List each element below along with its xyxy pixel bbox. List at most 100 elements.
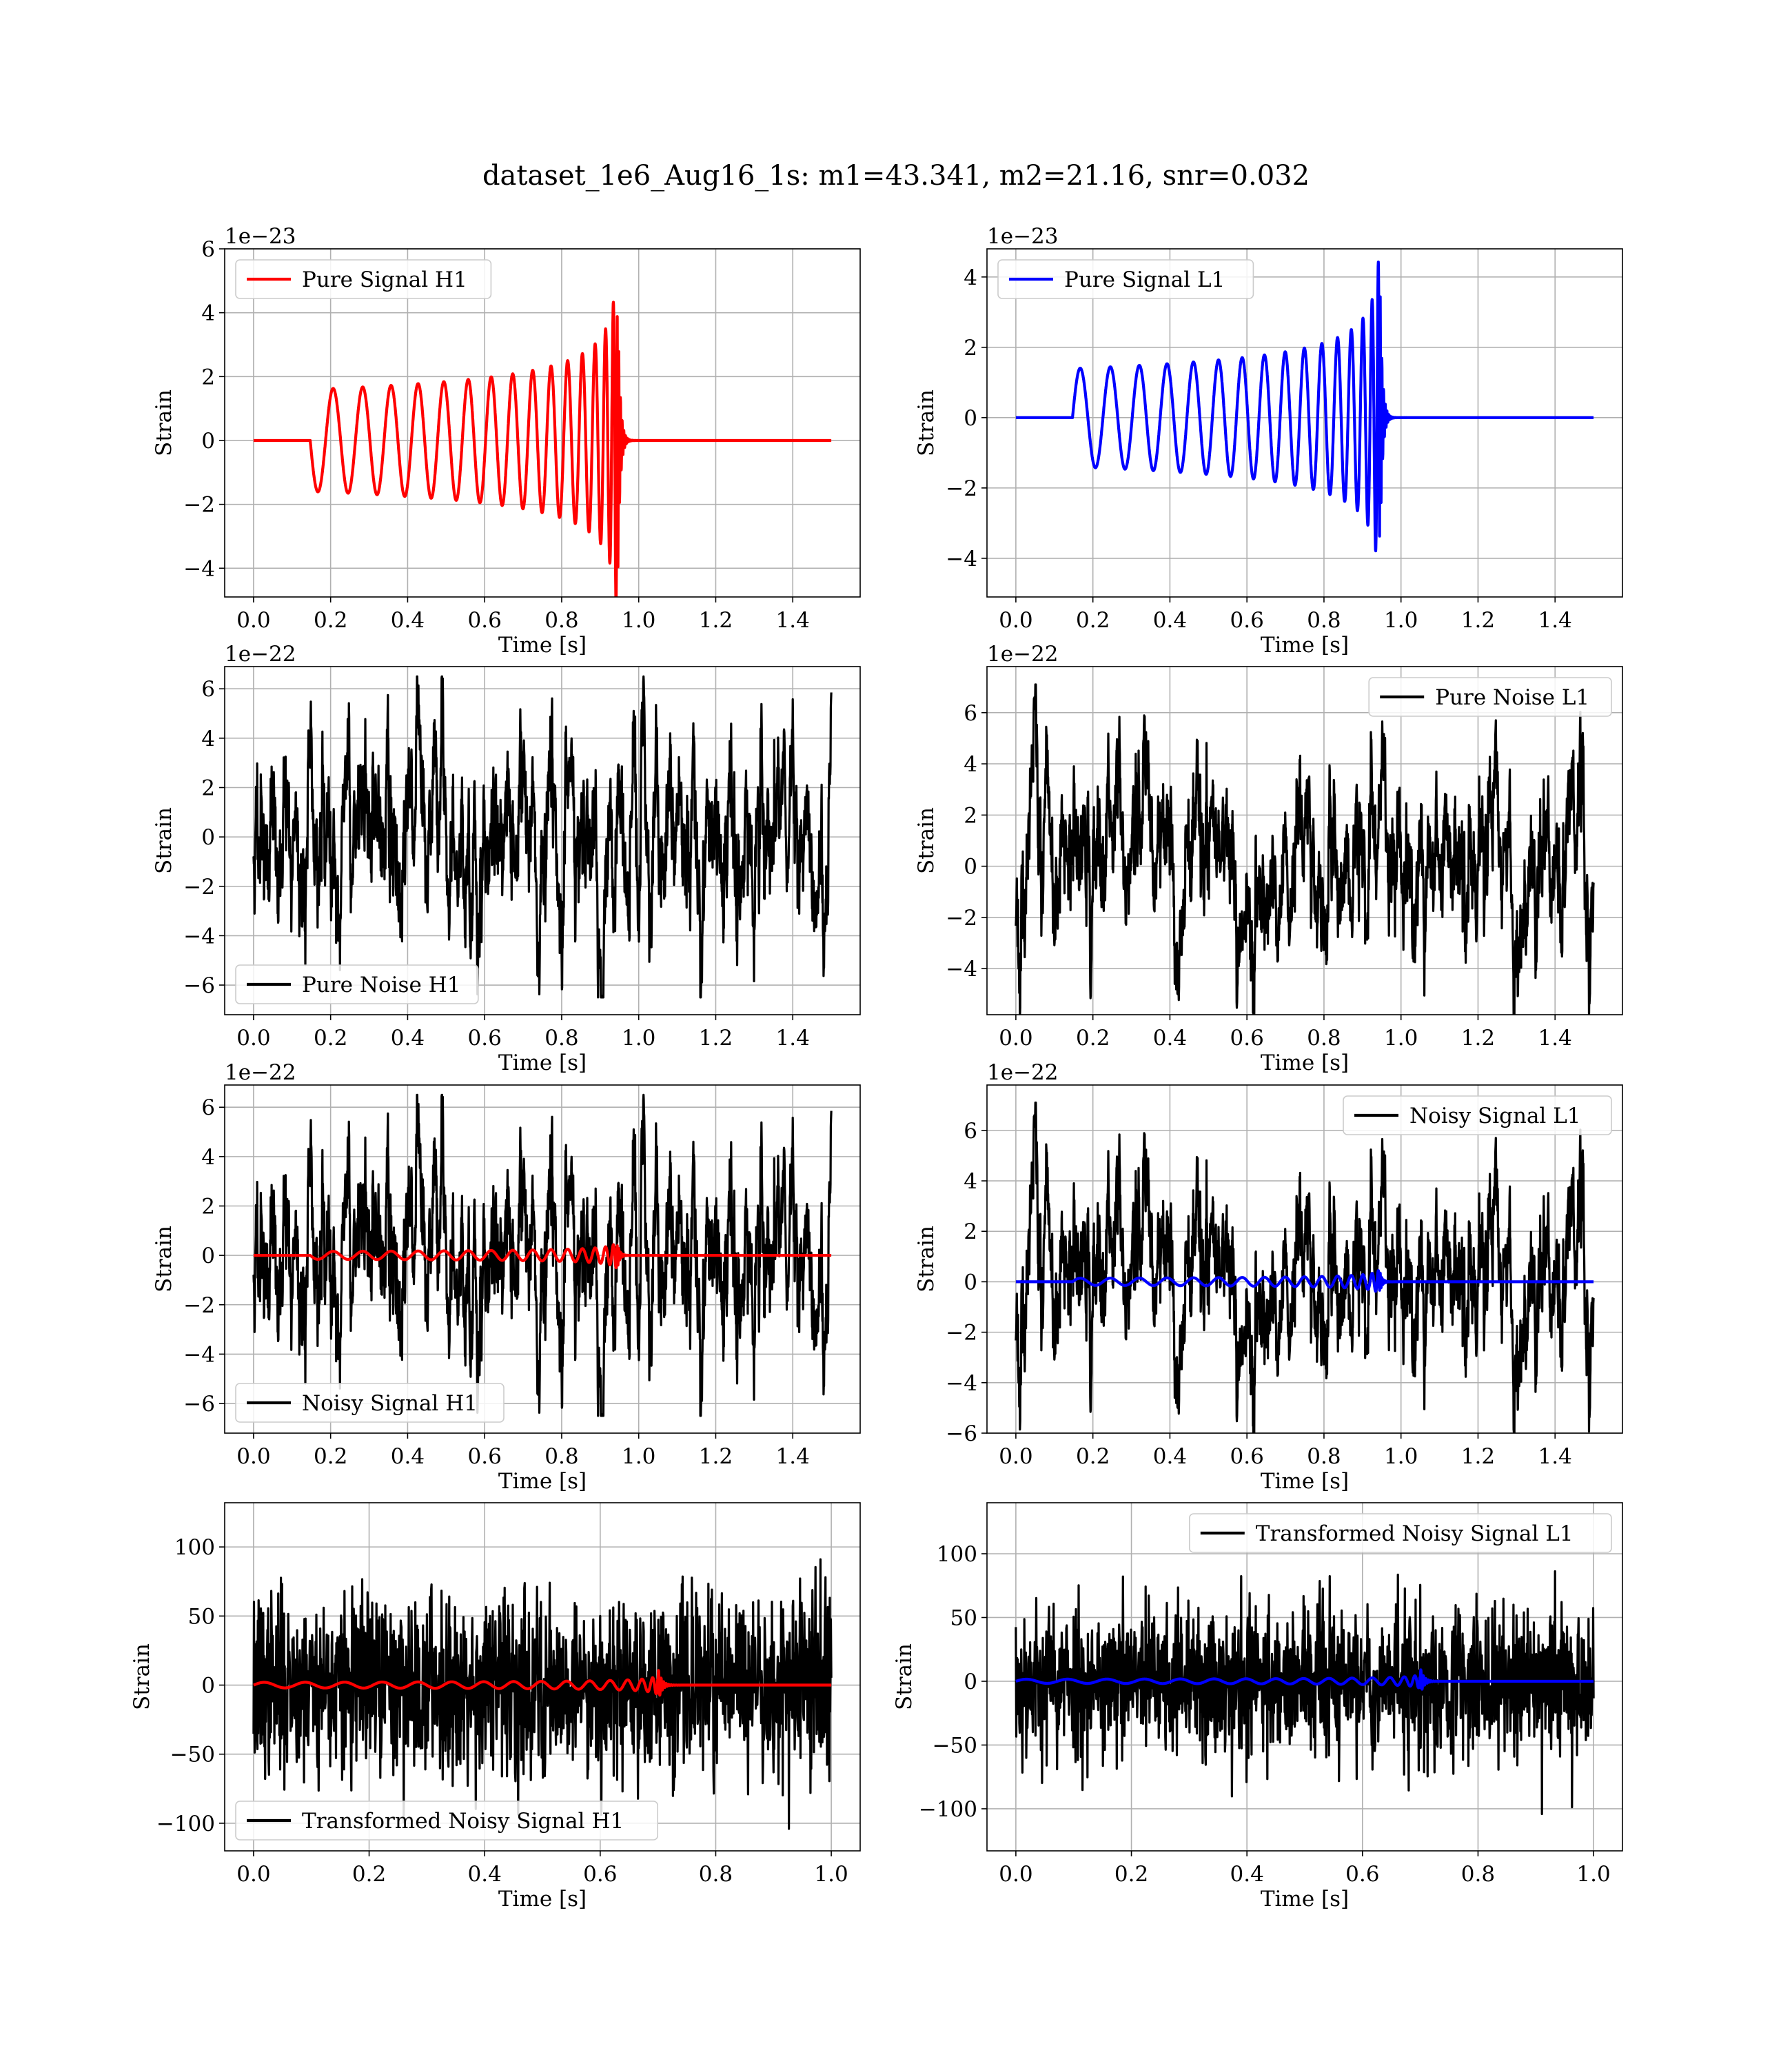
y-tick-label: 100 bbox=[174, 1535, 215, 1560]
series-line-0 bbox=[1015, 683, 1595, 1015]
legend: Pure Noise H1 bbox=[235, 964, 479, 1004]
x-tick-label: 1.0 bbox=[622, 1026, 655, 1051]
x-tick-label: 0.6 bbox=[468, 1026, 502, 1051]
y-tick-label: −100 bbox=[919, 1797, 977, 1822]
x-axis-label: Time [s] bbox=[1261, 1051, 1349, 1075]
x-tick-label: 1.4 bbox=[1538, 1444, 1572, 1469]
series-line-0 bbox=[1015, 1570, 1595, 1816]
chart-transformed-noisy-signal-h1: 0.0 0.2 0.4 0.6 0.8 1.0 −100 −50 0 50 100 Time [s] S… bbox=[130, 1502, 861, 1912]
x-tick-label: 0.4 bbox=[1153, 608, 1187, 633]
x-tick-label: 0.8 bbox=[544, 1444, 578, 1469]
x-tick-label: 0.6 bbox=[1230, 608, 1264, 633]
chart-pure-noise-h1: 0.0 0.2 0.4 0.6 0.8 1.0 1.2 1.4 −6 −4 −2 0 2 4 6 Time [… bbox=[152, 642, 861, 1075]
x-tick-label: 1.2 bbox=[699, 608, 733, 633]
x-tick-label: 1.0 bbox=[622, 1444, 655, 1469]
x-tick-label: 0.8 bbox=[1307, 1444, 1341, 1469]
axes-frame bbox=[224, 1502, 861, 1852]
y-tick-label: 2 bbox=[964, 336, 977, 361]
x-tick-label: 1.4 bbox=[776, 1444, 810, 1469]
y-tick-label: 6 bbox=[201, 237, 215, 262]
x-tick-label: 0.4 bbox=[391, 1026, 425, 1051]
legend: Pure Noise L1 bbox=[1368, 677, 1612, 717]
y-tick-label: 0 bbox=[201, 1674, 215, 1699]
legend-entry: Transformed Noisy Signal L1 bbox=[1256, 1521, 1574, 1546]
y-tick-label: −2 bbox=[946, 1321, 977, 1346]
legend-box bbox=[1343, 1095, 1612, 1135]
y-axis-label: Strain bbox=[152, 807, 176, 874]
x-axis-label: Time [s] bbox=[498, 633, 587, 658]
x-tick-label: 0.0 bbox=[999, 1026, 1032, 1051]
x-tick-label: 0.6 bbox=[1230, 1026, 1264, 1051]
x-tick-label: 0.2 bbox=[314, 1444, 347, 1469]
x-tick-label: 0.2 bbox=[1114, 1862, 1148, 1887]
chart-pure-signal-h1: 0.0 0.2 0.4 0.6 0.8 1.0 1.2 1.4 −4 −2 0 2 4 6 Time [s]… bbox=[152, 224, 861, 658]
x-axis-label: Time [s] bbox=[498, 1887, 587, 1912]
y-tick-label: 0 bbox=[964, 1270, 977, 1295]
y-tick-label: 50 bbox=[950, 1605, 977, 1630]
y-tick-label: 4 bbox=[964, 1169, 977, 1194]
x-tick-label: 0.0 bbox=[236, 1444, 270, 1469]
y-tick-label: 4 bbox=[201, 1145, 215, 1170]
x-tick-label: 1.4 bbox=[776, 608, 810, 633]
legend: Noisy Signal L1 bbox=[1343, 1095, 1612, 1135]
series-line-0 bbox=[252, 1558, 833, 1830]
x-tick-label: 0.4 bbox=[1230, 1862, 1264, 1887]
series-line-1 bbox=[253, 1243, 833, 1270]
y-tick-label: −6 bbox=[946, 1421, 977, 1446]
x-tick-label: 0.4 bbox=[1153, 1026, 1187, 1051]
series-line-0 bbox=[252, 675, 833, 999]
x-tick-label: 0.6 bbox=[468, 608, 502, 633]
y-offset-label: 1e−23 bbox=[225, 224, 296, 249]
x-tick-label: 0.6 bbox=[1345, 1862, 1379, 1887]
y-tick-label: −50 bbox=[933, 1733, 977, 1758]
legend-entry: Pure Signal H1 bbox=[302, 267, 467, 292]
y-tick-label: 2 bbox=[964, 803, 977, 828]
chart-pure-noise-l1: 0.0 0.2 0.4 0.6 0.8 1.0 1.2 1.4 −4 −2 0 2 4 6 Time [s]… bbox=[914, 642, 1623, 1075]
x-tick-label: 0.2 bbox=[1076, 1026, 1110, 1051]
y-tick-label: 4 bbox=[964, 752, 977, 777]
y-tick-label: 0 bbox=[201, 825, 215, 850]
y-tick-label: 4 bbox=[964, 265, 977, 290]
axes-frame bbox=[224, 248, 861, 598]
y-tick-label: −100 bbox=[156, 1812, 215, 1836]
y-tick-label: −4 bbox=[946, 547, 977, 571]
x-tick-label: 0.4 bbox=[1153, 1444, 1187, 1469]
y-tick-label: 6 bbox=[201, 1095, 215, 1120]
figure-title: dataset_1e6_Aug16_1s: m1=43.341, m2=21.1… bbox=[482, 160, 1310, 192]
legend-entry: Noisy Signal L1 bbox=[1409, 1104, 1581, 1128]
legend: Pure Signal H1 bbox=[235, 259, 492, 299]
y-tick-label: 0 bbox=[201, 1244, 215, 1268]
y-tick-label: 100 bbox=[937, 1542, 977, 1567]
y-tick-label: 2 bbox=[964, 1219, 977, 1244]
y-tick-label: 2 bbox=[201, 365, 215, 389]
x-tick-label: 0.8 bbox=[544, 1026, 578, 1051]
x-axis-label: Time [s] bbox=[1261, 1469, 1349, 1494]
chart-transformed-noisy-signal-l1: 0.0 0.2 0.4 0.6 0.8 1.0 −100 −50 0 50 100 Time [s] S… bbox=[892, 1502, 1623, 1912]
axes-frame bbox=[986, 666, 1623, 1015]
x-tick-label: 1.0 bbox=[1384, 608, 1418, 633]
axes-frame bbox=[986, 1084, 1623, 1434]
y-axis-label: Strain bbox=[130, 1643, 154, 1710]
y-tick-label: 0 bbox=[964, 406, 977, 431]
x-axis-label: Time [s] bbox=[1261, 633, 1349, 658]
axes-frame bbox=[224, 666, 861, 1015]
y-tick-label: −6 bbox=[183, 973, 215, 998]
x-tick-label: 0.0 bbox=[236, 608, 270, 633]
x-tick-label: 0.0 bbox=[999, 1862, 1032, 1887]
x-tick-label: 0.0 bbox=[236, 1862, 270, 1887]
y-offset-label: 1e−23 bbox=[987, 224, 1059, 249]
x-tick-label: 1.4 bbox=[776, 1026, 810, 1051]
x-tick-label: 0.8 bbox=[544, 608, 578, 633]
x-tick-label: 0.4 bbox=[391, 608, 425, 633]
x-axis-label: Time [s] bbox=[498, 1469, 587, 1494]
subplot-grid: 0.0 0.2 0.4 0.6 0.8 1.0 1.2 1.4 −4 −2 0 2 4 6 Time [s]… bbox=[130, 224, 1623, 1912]
x-tick-label: 0.6 bbox=[1230, 1444, 1264, 1469]
y-tick-label: −2 bbox=[183, 1293, 215, 1318]
y-tick-label: −4 bbox=[183, 556, 215, 581]
x-tick-label: 1.0 bbox=[1576, 1862, 1610, 1887]
y-tick-label: 2 bbox=[201, 1194, 215, 1219]
x-tick-label: 0.2 bbox=[314, 608, 347, 633]
axes-frame bbox=[986, 1502, 1623, 1852]
y-tick-label: −2 bbox=[946, 476, 977, 501]
x-tick-label: 1.4 bbox=[1538, 1026, 1572, 1051]
